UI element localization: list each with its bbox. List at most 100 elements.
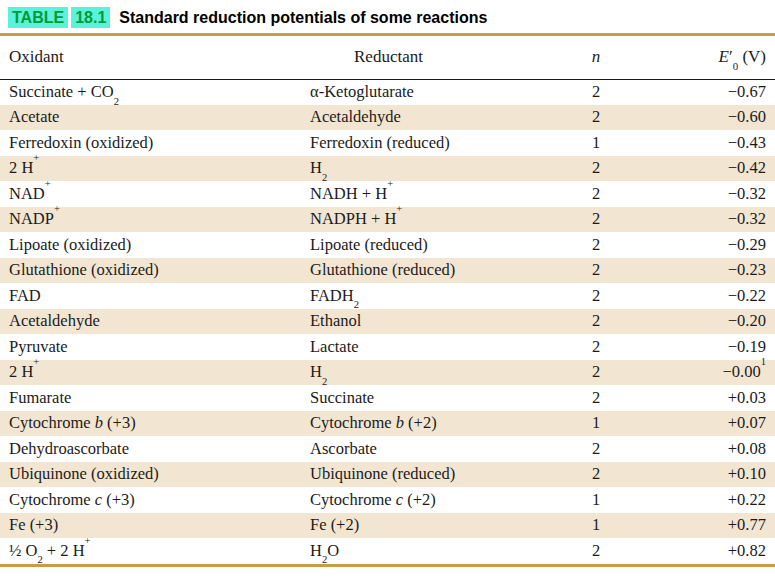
n-cell: 2 xyxy=(558,156,634,182)
table-row: NADP+NADPH + H+2−0.32 xyxy=(0,207,775,233)
table-row: NAD+NADH + H+2−0.32 xyxy=(0,181,775,207)
e0-cell: −0.001 xyxy=(634,360,775,386)
reductant-cell: Lactate xyxy=(310,334,558,360)
oxidant-cell: Fumarate xyxy=(0,385,310,411)
table-row: Ferredoxin (oxidized)Ferredoxin (reduced… xyxy=(0,130,775,156)
reductant-cell: α-Ketoglutarate xyxy=(310,79,558,105)
reductant-cell: Acetaldehyde xyxy=(310,105,558,131)
reductant-cell: NADH + H+ xyxy=(310,181,558,207)
e0-cell: −0.19 xyxy=(634,334,775,360)
e0-cell: +0.10 xyxy=(634,462,775,488)
header-reductant: Reductant xyxy=(310,36,558,79)
n-cell: 2 xyxy=(558,207,634,233)
reductant-cell: H2 xyxy=(310,360,558,386)
reductant-cell: Ubiquinone (reduced) xyxy=(310,462,558,488)
n-cell: 2 xyxy=(558,79,634,105)
n-cell: 2 xyxy=(558,309,634,335)
reductant-cell: Lipoate (reduced) xyxy=(310,232,558,258)
header-n: n xyxy=(558,36,634,79)
oxidant-cell: Pyruvate xyxy=(0,334,310,360)
oxidant-cell: FAD xyxy=(0,283,310,309)
table-row: Cytochrome c (+3)Cytochrome c (+2)1+0.22 xyxy=(0,487,775,513)
oxidant-cell: Fe (+3) xyxy=(0,513,310,539)
textbook-table-figure: TABLE 18.1 Standard reduction potentials… xyxy=(0,0,775,581)
oxidant-cell: Lipoate (oxidized) xyxy=(0,232,310,258)
oxidant-cell: Succinate + CO2 xyxy=(0,79,310,105)
n-cell: 2 xyxy=(558,105,634,131)
table-row: DehydroascorbateAscorbate2+0.08 xyxy=(0,436,775,462)
e0-cell: −0.22 xyxy=(634,283,775,309)
n-cell: 2 xyxy=(558,181,634,207)
reductant-cell: Ascorbate xyxy=(310,436,558,462)
oxidant-cell: Cytochrome b (+3) xyxy=(0,411,310,437)
n-cell: 2 xyxy=(558,258,634,284)
n-cell: 2 xyxy=(558,232,634,258)
reductant-cell: H2 xyxy=(310,156,558,182)
e0-cell: −0.67 xyxy=(634,79,775,105)
e0-cell: −0.42 xyxy=(634,156,775,182)
e0-cell: +0.08 xyxy=(634,436,775,462)
e0-cell: −0.60 xyxy=(634,105,775,131)
e0-cell: −0.23 xyxy=(634,258,775,284)
table-row: Ubiquinone (oxidized)Ubiquinone (reduced… xyxy=(0,462,775,488)
table-caption: Standard reduction potentials of some re… xyxy=(119,8,487,27)
table-word-label: TABLE xyxy=(8,7,68,28)
e0-cell: +0.82 xyxy=(634,538,775,564)
header-oxidant: Oxidant xyxy=(0,36,310,79)
reductant-cell: Cytochrome c (+2) xyxy=(310,487,558,513)
oxidant-cell: ½ O2 + 2 H+ xyxy=(0,538,310,564)
n-cell: 1 xyxy=(558,130,634,156)
reductant-cell: H2O xyxy=(310,538,558,564)
n-cell: 1 xyxy=(558,513,634,539)
header-row: Oxidant Reductant n E′0 (V) xyxy=(0,36,775,79)
n-cell: 2 xyxy=(558,385,634,411)
oxidant-cell: Ferredoxin (oxidized) xyxy=(0,130,310,156)
reductant-cell: Glutathione (reduced) xyxy=(310,258,558,284)
table-number-label: 18.1 xyxy=(71,7,110,28)
e0-cell: +0.22 xyxy=(634,487,775,513)
table-row: FADFADH22−0.22 xyxy=(0,283,775,309)
oxidant-cell: Glutathione (oxidized) xyxy=(0,258,310,284)
table-row: Glutathione (oxidized)Glutathione (reduc… xyxy=(0,258,775,284)
e0-cell: +0.77 xyxy=(634,513,775,539)
reductant-cell: Succinate xyxy=(310,385,558,411)
n-cell: 1 xyxy=(558,411,634,437)
oxidant-cell: Ubiquinone (oxidized) xyxy=(0,462,310,488)
e0-cell: −0.32 xyxy=(634,207,775,233)
n-cell: 2 xyxy=(558,538,634,564)
e0-cell: +0.03 xyxy=(634,385,775,411)
n-cell: 1 xyxy=(558,487,634,513)
e0-cell: −0.32 xyxy=(634,181,775,207)
e0-cell: −0.43 xyxy=(634,130,775,156)
oxidant-cell: 2 H+ xyxy=(0,360,310,386)
oxidant-cell: NADP+ xyxy=(0,207,310,233)
table-row: ½ O2 + 2 H+H2O2+0.82 xyxy=(0,538,775,564)
bottom-rule xyxy=(0,564,775,567)
reduction-potentials-table: Oxidant Reductant n E′0 (V) Succinate + … xyxy=(0,36,775,564)
oxidant-cell: NAD+ xyxy=(0,181,310,207)
header-e0: E′0 (V) xyxy=(634,36,775,79)
reductant-cell: NADPH + H+ xyxy=(310,207,558,233)
oxidant-cell: Acetate xyxy=(0,105,310,131)
table-row: FumarateSuccinate2+0.03 xyxy=(0,385,775,411)
table-row: Fe (+3)Fe (+2)1+0.77 xyxy=(0,513,775,539)
table-body: Succinate + CO2α-Ketoglutarate2−0.67Acet… xyxy=(0,79,775,564)
reductant-cell: Cytochrome b (+2) xyxy=(310,411,558,437)
table-row: AcetaldehydeEthanol2−0.20 xyxy=(0,309,775,335)
table-row: PyruvateLactate2−0.19 xyxy=(0,334,775,360)
oxidant-cell: Acetaldehyde xyxy=(0,309,310,335)
reductant-cell: Fe (+2) xyxy=(310,513,558,539)
n-cell: 2 xyxy=(558,462,634,488)
table-row: Cytochrome b (+3)Cytochrome b (+2)1+0.07 xyxy=(0,411,775,437)
n-cell: 2 xyxy=(558,283,634,309)
table-title: TABLE 18.1 Standard reduction potentials… xyxy=(0,0,775,33)
oxidant-cell: Dehydroascorbate xyxy=(0,436,310,462)
table-row: Succinate + CO2α-Ketoglutarate2−0.67 xyxy=(0,79,775,105)
table-row: 2 H+H22−0.001 xyxy=(0,360,775,386)
n-cell: 2 xyxy=(558,334,634,360)
n-cell: 2 xyxy=(558,360,634,386)
table-row: AcetateAcetaldehyde2−0.60 xyxy=(0,105,775,131)
reductant-cell: Ferredoxin (reduced) xyxy=(310,130,558,156)
reductant-cell: FADH2 xyxy=(310,283,558,309)
n-cell: 2 xyxy=(558,436,634,462)
